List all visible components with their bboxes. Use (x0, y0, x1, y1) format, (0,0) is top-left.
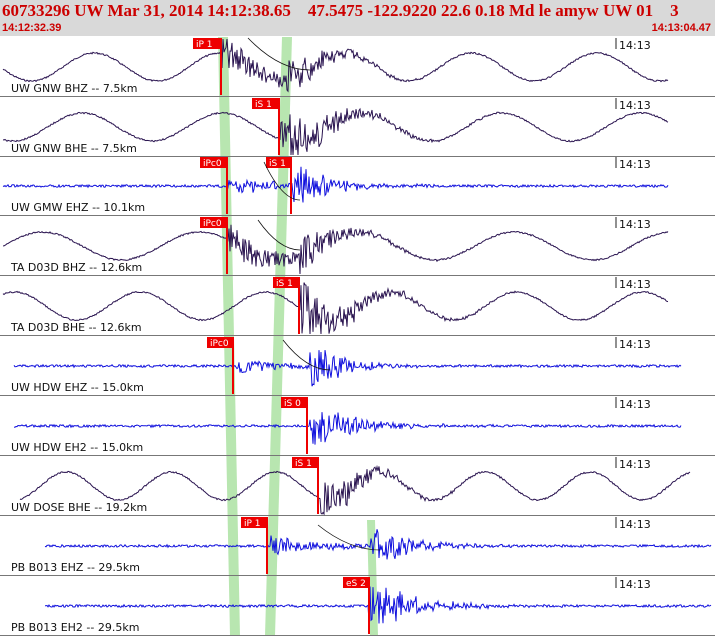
phase-pick-tag[interactable] (241, 517, 268, 528)
travel-time-curve (282, 339, 331, 371)
time-mark-label: 14:13 (619, 99, 651, 112)
waveform-trace[interactable] (19, 464, 691, 516)
phase-pick-tag[interactable] (273, 277, 300, 288)
phase-pick-label: iPc0 (203, 219, 222, 229)
waveform-trace[interactable] (13, 350, 682, 387)
trace-row: iS 1 14:13 UW GNW BHE -- 7.5km (0, 98, 715, 157)
station-label: UW GNW BHZ -- 7.5km (11, 82, 137, 95)
phase-pick-label: eS 2 (346, 579, 366, 589)
phase-pick-label: iP 1 (196, 40, 213, 50)
window-start-time: 14:12:32.39 (2, 22, 62, 34)
travel-time-curve (257, 219, 301, 251)
station-label: PB B013 EH2 -- 29.5km (11, 621, 139, 634)
time-mark-label: 14:13 (619, 338, 651, 351)
travel-time-curves (247, 37, 381, 551)
station-label: TA D03D BHE -- 12.6km (10, 321, 142, 334)
station-label: UW HDW EHZ -- 15.0km (11, 381, 144, 394)
time-mark-label: 14:13 (619, 578, 651, 591)
event-summary-title: 60733296 UW Mar 31, 2014 14:12:38.65 47.… (2, 1, 679, 20)
phase-pick-tag[interactable] (343, 577, 370, 588)
phase-pick-2-tag[interactable] (266, 157, 292, 168)
phase-pick-tag[interactable] (207, 337, 234, 348)
phase-pick-label: iS 1 (276, 279, 293, 289)
time-mark-label: 14:13 (619, 518, 651, 531)
station-label: UW GMW EHZ -- 10.1km (11, 201, 145, 214)
station-label: UW GNW BHE -- 7.5km (11, 142, 137, 155)
phase-pick-tag[interactable] (281, 397, 308, 408)
station-label: UW HDW EH2 -- 15.0km (11, 441, 143, 454)
phase-pick-tag[interactable] (292, 457, 319, 468)
phase-pick-label: iS 1 (295, 459, 312, 469)
travel-time-curve (247, 37, 311, 71)
time-mark-label: 14:13 (619, 278, 651, 291)
waveform-trace[interactable] (44, 586, 712, 624)
p-window-band (218, 37, 240, 636)
time-mark-label: 14:13 (619, 218, 651, 231)
trace-row: iPc0 14:13 UW HDW EHZ -- 15.0km (0, 337, 715, 396)
trace-row: iP 1 14:13 UW GNW BHZ -- 7.5km (0, 38, 715, 97)
phase-pick-label: iS 0 (284, 399, 301, 409)
phase-pick-label: iS 1 (255, 100, 272, 110)
station-label: UW DOSE BHE -- 19.2km (11, 501, 147, 514)
waveform-trace[interactable] (2, 166, 669, 203)
waveform-trace[interactable] (44, 529, 712, 560)
time-mark-label: 14:13 (619, 458, 651, 471)
phase-pick-label: iP 1 (244, 519, 261, 529)
station-label: TA D03D BHZ -- 12.6km (10, 261, 142, 274)
trace-rows: iP 1 14:13 UW GNW BHZ -- 7.5km iS 1 14:13 UW … (0, 38, 715, 636)
trace-row: iS 0 14:13 UW HDW EH2 -- 15.0km (0, 397, 715, 456)
time-mark-label: 14:13 (619, 398, 651, 411)
station-label: PB B013 EHZ -- 29.5km (11, 561, 140, 574)
phase-pick-label: iPc0 (210, 339, 229, 349)
waveform-trace[interactable] (3, 224, 669, 275)
event-header: 60733296 UW Mar 31, 2014 14:12:38.65 47.… (0, 0, 715, 36)
waveform-trace[interactable] (2, 38, 669, 93)
window-end-time: 14:13:04.47 (651, 22, 711, 34)
waveform-trace[interactable] (2, 107, 669, 156)
travel-time-curve (263, 161, 301, 201)
trace-row: iPc0 14:13 TA D03D BHZ -- 12.6km (0, 217, 715, 276)
trace-row: eS 2 14:13 PB B013 EH2 -- 29.5km (0, 577, 715, 636)
trace-row: iS 1 14:13 TA D03D BHE -- 12.6km (0, 277, 715, 336)
time-mark-label: 14:13 (619, 39, 651, 52)
phase-pick-tag[interactable] (200, 217, 228, 228)
trace-row: iPc0 iS 1 14:13 UW GMW EHZ -- 10.1km (0, 157, 715, 216)
phase-pick-tag[interactable] (200, 157, 228, 168)
travel-time-curve (317, 524, 381, 551)
phase-pick-tag[interactable] (252, 98, 280, 109)
phase-pick-tag[interactable] (193, 38, 222, 49)
time-mark-label: 14:13 (619, 158, 651, 171)
phase-pick-label: iPc0 (203, 159, 222, 169)
phase-pick-2-label: iS 1 (269, 159, 286, 169)
waveform-trace[interactable] (13, 412, 682, 445)
trace-row: iS 1 14:13 UW DOSE BHE -- 19.2km (0, 457, 715, 516)
waveform-trace[interactable] (2, 282, 669, 335)
trace-row: iP 1 14:13 PB B013 EHZ -- 29.5km (0, 517, 715, 576)
